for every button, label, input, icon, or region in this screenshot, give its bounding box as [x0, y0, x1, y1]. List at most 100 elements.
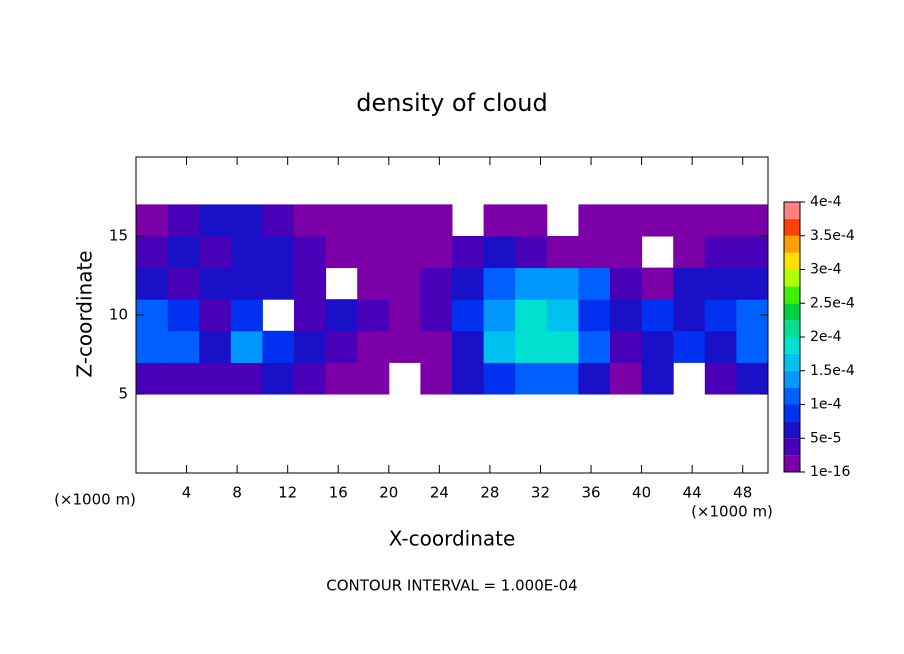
field-cell — [641, 299, 674, 332]
field-cell — [452, 330, 485, 363]
field-cell — [294, 204, 327, 237]
field-cell — [420, 236, 453, 269]
field-cell — [262, 330, 295, 363]
field-cell — [420, 362, 453, 395]
field-cell — [452, 362, 485, 395]
field-cell — [357, 267, 390, 300]
x-tick-label: 36 — [581, 484, 600, 502]
x-axis-label: X-coordinate — [389, 527, 516, 551]
field-cell — [736, 236, 769, 269]
field-cell — [136, 362, 169, 395]
field-cell — [294, 330, 327, 363]
chart-title: density of cloud — [356, 89, 547, 117]
field-cell — [515, 299, 548, 332]
y-axis-label: Z-coordinate — [73, 250, 97, 377]
field-cell — [641, 267, 674, 300]
field-cell — [136, 236, 169, 269]
field-cell — [452, 236, 485, 269]
field-cell — [167, 299, 200, 332]
field-cell — [515, 330, 548, 363]
x-tick-label: 44 — [683, 484, 702, 502]
colorbar-tick-label: 5e-5 — [810, 430, 841, 446]
field-cell — [262, 204, 295, 237]
colorbar-segment — [784, 387, 800, 405]
x-tick-label: 16 — [329, 484, 348, 502]
field-cell — [199, 204, 232, 237]
field-cell — [578, 362, 611, 395]
field-cell — [673, 204, 706, 237]
field-cell — [136, 330, 169, 363]
colorbar-segment — [784, 370, 800, 388]
field-cell — [483, 330, 516, 363]
field-cell — [325, 330, 358, 363]
colorbar-tick-label: 2.5e-4 — [810, 295, 855, 311]
field-cell — [167, 267, 200, 300]
field-cell — [515, 204, 548, 237]
field-cell — [610, 330, 643, 363]
field-cell — [388, 236, 421, 269]
field-cell — [325, 204, 358, 237]
field-cell — [357, 236, 390, 269]
field-cell — [262, 267, 295, 300]
colorbar-segment — [784, 404, 800, 422]
field-cell — [515, 236, 548, 269]
field-cell — [610, 299, 643, 332]
field-cell — [641, 204, 674, 237]
field-cell — [546, 362, 579, 395]
x-tick-label: 40 — [632, 484, 651, 502]
field-cell — [325, 236, 358, 269]
field-cell — [736, 204, 769, 237]
x-tick-label: 12 — [278, 484, 297, 502]
field-cell — [294, 299, 327, 332]
field-cell — [546, 299, 579, 332]
field-cell — [546, 236, 579, 269]
field-cell — [515, 362, 548, 395]
colorbar-tick-label: 2e-4 — [810, 329, 842, 345]
field-cell — [199, 330, 232, 363]
field-cell — [578, 330, 611, 363]
colorbar-segment — [784, 269, 800, 287]
colorbar-segment — [784, 252, 800, 270]
x-tick-label: 8 — [232, 484, 242, 502]
field-cell — [546, 330, 579, 363]
field-cell — [483, 299, 516, 332]
y-tick-label: 10 — [109, 306, 128, 324]
field-cell — [704, 362, 737, 395]
field-cell — [673, 267, 706, 300]
field-cell — [136, 267, 169, 300]
field-cell — [704, 267, 737, 300]
colorbar-segment — [784, 320, 800, 337]
field-cell — [388, 330, 421, 363]
field-cell — [230, 299, 263, 332]
field-cell — [357, 299, 390, 332]
colorbar-tick-label: 1e-16 — [810, 464, 850, 480]
field-cell — [262, 236, 295, 269]
field-cell — [167, 330, 200, 363]
field-cell — [578, 236, 611, 269]
y-tick-label: 5 — [118, 385, 128, 403]
field-cell — [325, 299, 358, 332]
colorbar-segment — [784, 303, 800, 321]
x-tick-label: 32 — [531, 484, 550, 502]
field-cell — [294, 362, 327, 395]
field-cell — [420, 204, 453, 237]
field-cell — [294, 236, 327, 269]
field-cell — [357, 204, 390, 237]
field-cell — [230, 236, 263, 269]
colorbar-segment — [784, 218, 800, 236]
field-cell — [578, 267, 611, 300]
x-tick-label: 20 — [379, 484, 398, 502]
colorbar-tick-label: 1e-4 — [810, 397, 842, 413]
field-cell — [230, 267, 263, 300]
field-cell — [483, 204, 516, 237]
field-cell — [388, 299, 421, 332]
x-tick-label: 48 — [733, 484, 752, 502]
field-cell — [199, 236, 232, 269]
x-tick-label: 24 — [430, 484, 449, 502]
field-cell — [641, 362, 674, 395]
field-cell — [452, 299, 485, 332]
field-cell — [199, 362, 232, 395]
field-cell — [736, 267, 769, 300]
field-cell — [167, 204, 200, 237]
